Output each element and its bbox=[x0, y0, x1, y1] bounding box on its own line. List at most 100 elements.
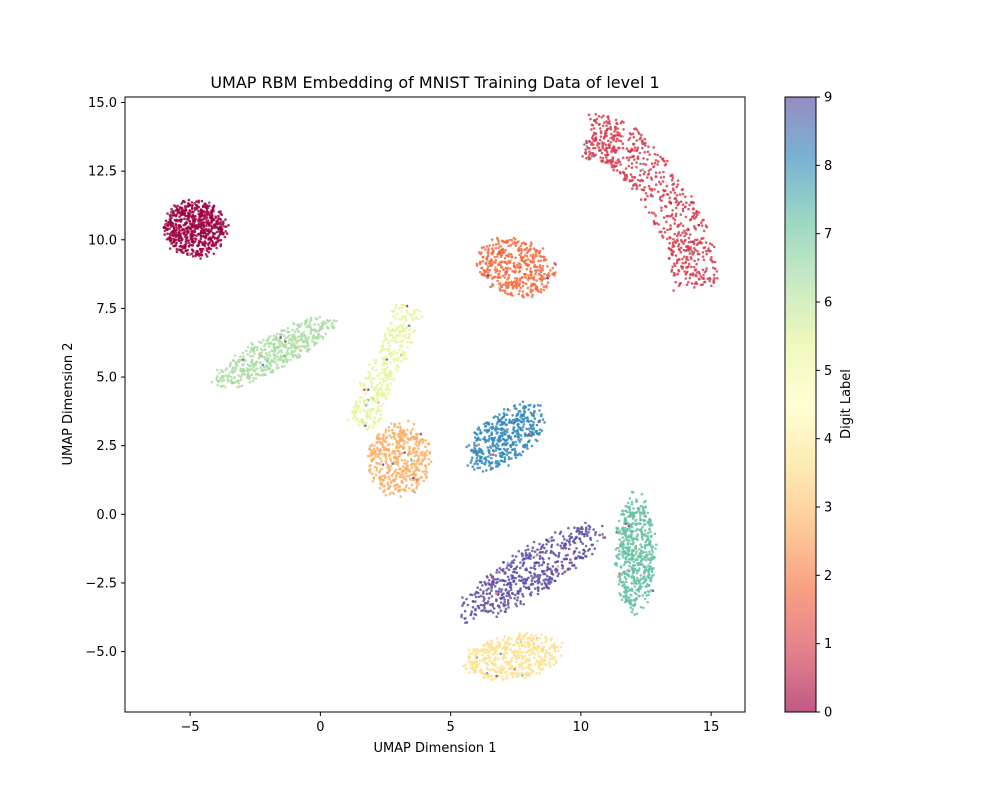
scatter-point bbox=[648, 539, 651, 542]
scatter-point bbox=[420, 476, 423, 479]
scatter-point bbox=[478, 270, 482, 274]
scatter-point bbox=[497, 275, 501, 279]
scatter-point bbox=[635, 187, 639, 191]
scatter-point bbox=[525, 251, 529, 255]
scatter-point bbox=[617, 519, 621, 523]
scatter-point bbox=[489, 262, 493, 265]
scatter-point bbox=[497, 590, 501, 593]
scatter-point bbox=[406, 464, 409, 468]
scatter-point bbox=[383, 348, 387, 351]
scatter-point bbox=[512, 644, 516, 647]
scatter-point bbox=[495, 568, 499, 572]
scatter-point bbox=[376, 388, 380, 392]
scatter-point bbox=[530, 431, 534, 435]
scatter-point bbox=[370, 472, 374, 476]
scatter-point bbox=[346, 418, 350, 422]
scatter-point bbox=[400, 360, 403, 363]
scatter-point bbox=[527, 277, 531, 280]
scatter-point bbox=[482, 599, 486, 603]
scatter-point bbox=[528, 666, 531, 669]
scatter-point bbox=[392, 329, 396, 333]
scatter-point bbox=[387, 426, 391, 429]
scatter-point bbox=[479, 668, 483, 671]
scatter-point bbox=[256, 367, 259, 370]
scatter-point bbox=[387, 392, 390, 396]
scatter-point bbox=[499, 455, 503, 459]
scatter-point bbox=[407, 474, 411, 478]
scatter-point bbox=[538, 557, 542, 560]
scatter-point bbox=[370, 381, 373, 385]
scatter-point bbox=[357, 424, 361, 427]
scatter-point bbox=[552, 538, 555, 542]
scatter-point bbox=[597, 146, 600, 149]
scatter-point bbox=[513, 447, 517, 451]
scatter-point bbox=[662, 188, 665, 192]
scatter-point bbox=[383, 488, 386, 492]
scatter-point bbox=[614, 151, 617, 154]
scatter-point bbox=[618, 146, 621, 150]
scatter-point bbox=[688, 203, 691, 207]
scatter-point bbox=[642, 565, 646, 569]
scatter-point bbox=[697, 258, 700, 261]
scatter-point bbox=[636, 155, 640, 158]
scatter-point bbox=[470, 663, 473, 666]
scatter-point bbox=[614, 126, 617, 129]
scatter-point bbox=[406, 346, 409, 349]
scatter-point bbox=[557, 572, 560, 575]
scatter-point bbox=[182, 231, 185, 234]
scatter-point bbox=[273, 345, 276, 349]
scatter-point bbox=[509, 648, 512, 651]
scatter-point bbox=[683, 270, 686, 273]
scatter-point bbox=[400, 355, 403, 358]
scatter-point bbox=[375, 411, 379, 415]
scatter-point bbox=[390, 310, 394, 313]
scatter-point bbox=[388, 477, 391, 481]
scatter-point bbox=[560, 560, 564, 564]
scatter-point bbox=[309, 318, 313, 322]
scatter-point bbox=[224, 218, 227, 221]
scatter-point bbox=[594, 530, 597, 534]
scatter-point bbox=[709, 249, 712, 253]
scatter-point bbox=[644, 499, 647, 503]
scatter-point bbox=[227, 224, 230, 227]
scatter-point bbox=[505, 286, 509, 290]
scatter-point bbox=[630, 503, 634, 506]
scatter-point bbox=[258, 353, 261, 357]
scatter-point bbox=[415, 484, 419, 488]
scatter-point bbox=[414, 443, 417, 446]
scatter-point bbox=[529, 259, 532, 263]
scatter-point bbox=[209, 221, 213, 224]
scatter-point bbox=[358, 396, 362, 399]
scatter-point bbox=[210, 209, 213, 212]
scatter-point bbox=[209, 229, 212, 232]
scatter-point bbox=[660, 230, 663, 234]
scatter-point bbox=[495, 425, 498, 428]
scatter-point bbox=[677, 201, 680, 204]
scatter-point bbox=[190, 204, 194, 207]
scatter-point bbox=[400, 434, 403, 438]
scatter-point bbox=[392, 360, 396, 363]
scatter-point bbox=[276, 358, 280, 362]
scatter-point bbox=[418, 462, 421, 466]
scatter-point bbox=[647, 211, 651, 214]
scatter-point bbox=[470, 610, 474, 613]
scatter-point bbox=[507, 276, 511, 279]
scatter-point bbox=[689, 272, 693, 276]
scatter-point bbox=[291, 335, 294, 339]
scatter-point bbox=[412, 459, 416, 463]
scatter-point bbox=[619, 163, 622, 166]
scatter-point bbox=[378, 381, 382, 385]
scatter-point bbox=[676, 179, 680, 182]
scatter-point bbox=[592, 143, 595, 146]
scatter-point bbox=[506, 278, 509, 281]
scatter-point bbox=[621, 142, 625, 145]
scatter-point bbox=[635, 550, 638, 553]
scatter-point bbox=[583, 535, 586, 538]
scatter-point bbox=[524, 549, 527, 552]
scatter-point bbox=[615, 169, 619, 172]
scatter-point bbox=[618, 579, 622, 583]
scatter-point bbox=[470, 660, 474, 664]
scatter-point bbox=[522, 295, 525, 299]
scatter-point bbox=[490, 642, 494, 645]
scatter-point bbox=[473, 654, 477, 657]
